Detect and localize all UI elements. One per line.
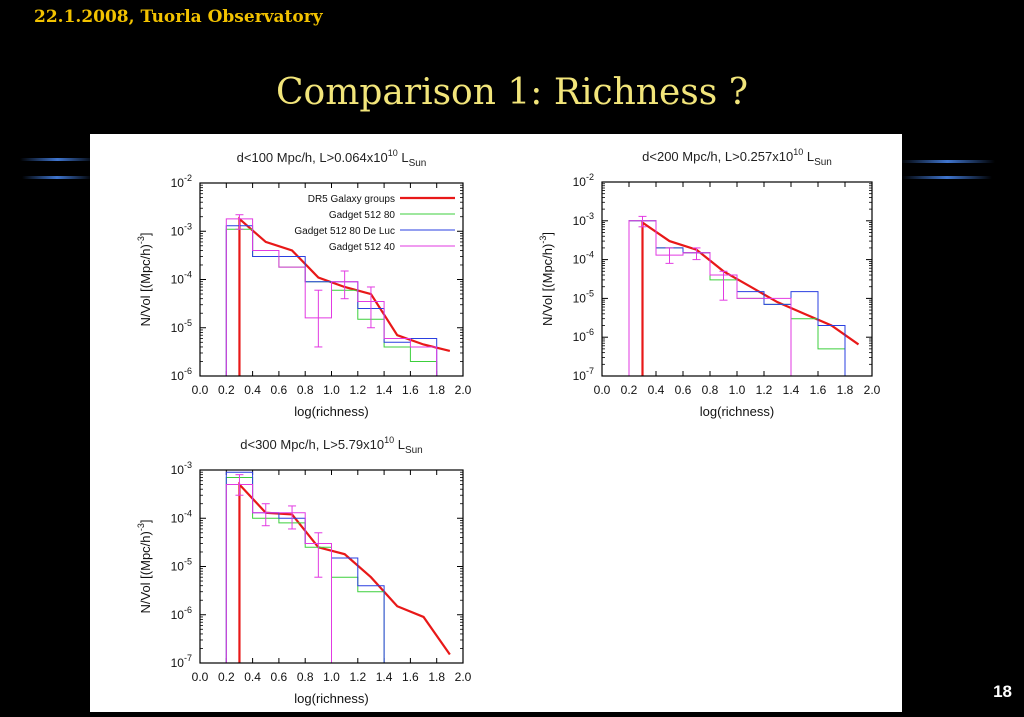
- x-tick-label: 1.6: [810, 383, 827, 397]
- chart-title: d<200 Mpc/h, L>0.257x1010 LSun: [642, 147, 832, 168]
- x-tick-label: 1.6: [402, 670, 419, 684]
- plot-frame: [601, 181, 873, 377]
- x-axis-label: log(richness): [700, 404, 774, 419]
- legend-label: Gadget 512 80: [329, 210, 396, 221]
- y-tick-label: 10-7: [573, 366, 594, 383]
- x-axis-label: log(richness): [294, 404, 368, 419]
- x-tick-label: 0.2: [218, 670, 235, 684]
- x-tick-label: 0.2: [218, 383, 235, 397]
- y-tick-label: 10-4: [171, 508, 192, 525]
- plot-frame: [199, 182, 464, 377]
- x-tick-label: 0.0: [192, 670, 209, 684]
- y-tick-label: 10-3: [171, 460, 192, 477]
- chart-panel-2: d<200 Mpc/h, L>0.257x1010 LSun 0.0 0.2 0.4 0…: [538, 147, 881, 419]
- x-tick-label: 1.4: [376, 383, 393, 397]
- x-tick-label: 0.6: [271, 670, 288, 684]
- x-tick-label: 0.8: [297, 670, 314, 684]
- x-tick-label: 0.0: [594, 383, 611, 397]
- x-tick-label: 2.0: [864, 383, 881, 397]
- decorative-streak-right-1: [900, 160, 995, 163]
- slide-title: Comparison 1: Richness ?: [276, 72, 748, 113]
- x-tick-label: 0.8: [297, 383, 314, 397]
- series-3-step: [628, 220, 845, 377]
- x-tick-label: 1.2: [349, 383, 366, 397]
- series-3-step: [225, 218, 438, 376]
- page-number: 18: [993, 682, 1012, 701]
- x-tick-label: 1.0: [729, 383, 746, 397]
- figure-panel: d<100 Mpc/h, L>0.064x1010 LSun 0.0 0.2 0.4 0…: [90, 134, 902, 712]
- series-dr5-line: [238, 481, 451, 663]
- x-tick-label: 1.0: [323, 670, 340, 684]
- x-axis-label: log(richness): [294, 691, 368, 706]
- x-tick-label: 0.4: [244, 383, 261, 397]
- x-tick-label: 0.4: [648, 383, 665, 397]
- y-tick-label: 10-7: [171, 653, 192, 670]
- y-tick-label: 10-5: [573, 288, 594, 305]
- x-tick-label: 1.4: [376, 670, 393, 684]
- legend-label: Gadget 512 40: [329, 242, 396, 253]
- y-tick-label: 10-2: [573, 172, 594, 189]
- y-tick-label: 10-5: [171, 318, 192, 335]
- x-tick-label: 1.8: [837, 383, 854, 397]
- x-tick-label: 0.4: [244, 670, 261, 684]
- y-tick-label: 10-3: [171, 221, 192, 238]
- header-text: 22.1.2008, Tuorla Observatory: [34, 7, 323, 27]
- y-axis-label: N/Vol [(Mpc/h)-3]: [538, 232, 555, 326]
- y-axis-label: N/Vol [(Mpc/h)-3]: [136, 520, 153, 614]
- series-dr5-line: [641, 220, 860, 376]
- y-tick-label: 10-3: [573, 211, 594, 228]
- chart-panel-1: d<100 Mpc/h, L>0.064x1010 LSun 0.0 0.2 0.4 0…: [136, 148, 472, 419]
- chart-title: d<300 Mpc/h, L>5.79x1010 LSun: [240, 435, 423, 456]
- x-tick-label: 1.8: [428, 383, 445, 397]
- x-tick-label: 1.0: [323, 383, 340, 397]
- y-axis-label: N/Vol [(Mpc/h)-3]: [136, 233, 153, 327]
- y-tick-label: 10-6: [573, 327, 594, 344]
- y-tick-label: 10-5: [171, 557, 192, 574]
- y-tick-label: 10-6: [171, 366, 192, 383]
- y-tick-label: 10-4: [573, 250, 594, 267]
- decorative-streak-left-2: [22, 176, 92, 179]
- x-tick-label: 1.4: [783, 383, 800, 397]
- series-3-step: [225, 484, 332, 663]
- x-tick-label: 1.2: [349, 670, 366, 684]
- y-tick-label: 10-4: [171, 270, 192, 287]
- plot-frame: [199, 469, 464, 664]
- x-tick-label: 0.6: [271, 383, 288, 397]
- legend-label: Gadget 512 80 De Luc: [294, 226, 395, 237]
- series-1-step: [225, 476, 385, 663]
- x-tick-label: 1.2: [756, 383, 773, 397]
- y-tick-label: 10-2: [171, 173, 192, 190]
- decorative-streak-left-1: [20, 158, 95, 161]
- chart-title: d<100 Mpc/h, L>0.064x1010 LSun: [237, 148, 427, 169]
- x-tick-label: 0.8: [702, 383, 719, 397]
- decorative-streak-right-2: [902, 176, 992, 179]
- chart-panel-3: d<300 Mpc/h, L>5.79x1010 LSun 0.0 0.2 0.4 0.…: [136, 435, 472, 706]
- x-tick-label: 1.6: [402, 383, 419, 397]
- x-tick-label: 2.0: [455, 383, 472, 397]
- x-tick-label: 0.2: [621, 383, 638, 397]
- legend-label: DR5 Galaxy groups: [308, 194, 395, 205]
- x-tick-label: 2.0: [455, 670, 472, 684]
- x-tick-label: 1.8: [428, 670, 445, 684]
- x-tick-label: 0.6: [675, 383, 692, 397]
- y-tick-label: 10-6: [171, 605, 192, 622]
- chart-figure: d<100 Mpc/h, L>0.064x1010 LSun 0.0 0.2 0.4 0…: [136, 147, 881, 706]
- x-tick-label: 0.0: [192, 383, 209, 397]
